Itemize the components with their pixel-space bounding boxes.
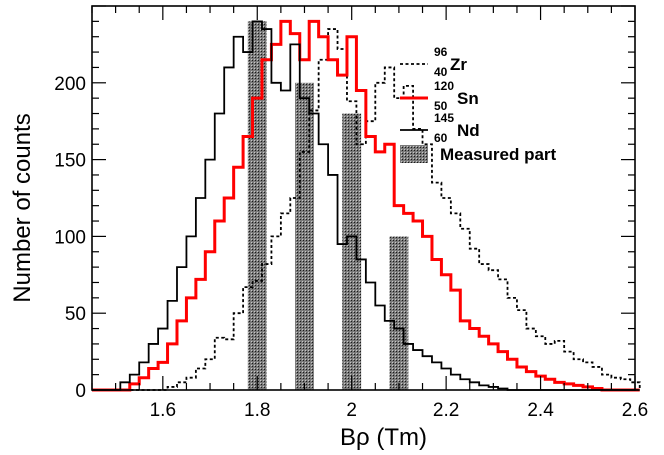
series-sn-line — [92, 19, 640, 392]
x-tick-label: 1.6 — [150, 400, 176, 421]
x-tick-label: 2.6 — [622, 400, 648, 421]
y-tick-label: 100 — [54, 227, 86, 248]
y-axis-title: Number of counts — [9, 113, 36, 302]
legend-measured-label: Measured part — [440, 145, 557, 164]
axis-ticks: 1.6 1.8 2 2.2 2.4 2.6 0 50 100 150 200 — [54, 5, 648, 421]
y-tick-label: 0 — [75, 381, 86, 402]
x-axis-title: Bρ (Tm) — [340, 424, 427, 451]
measured-region-2 — [295, 82, 314, 391]
legend-mass-number: 96 — [434, 45, 448, 59]
x-tick-label: 2.2 — [433, 400, 459, 421]
y-tick-label: 50 — [65, 304, 86, 325]
legend-symbol: Nd — [457, 121, 480, 140]
x-tick-label: 1.8 — [244, 400, 270, 421]
legend-charge-number: 60 — [434, 131, 448, 145]
legend-charge-number: 50 — [434, 99, 448, 113]
legend-measured-swatch — [400, 145, 428, 163]
measured-region-3 — [342, 113, 362, 391]
series-nd-line — [92, 20, 640, 391]
x-tick-label: 2 — [346, 400, 357, 421]
series-layer — [92, 19, 641, 392]
y-tick-label: 150 — [54, 151, 86, 172]
legend-charge-number: 40 — [434, 65, 448, 79]
measured-region-1 — [247, 21, 267, 391]
legend-symbol: Sn — [457, 89, 479, 108]
series-zr-line — [92, 28, 641, 391]
y-tick-label: 200 — [54, 74, 86, 95]
measured-region-4 — [389, 236, 409, 390]
x-tick-label: 2.4 — [527, 400, 554, 421]
legend-mass-number: 120 — [434, 79, 454, 93]
legend-mass-number: 145 — [434, 111, 454, 125]
legend-symbol: Zr — [450, 55, 467, 74]
plot-frame — [91, 5, 636, 391]
